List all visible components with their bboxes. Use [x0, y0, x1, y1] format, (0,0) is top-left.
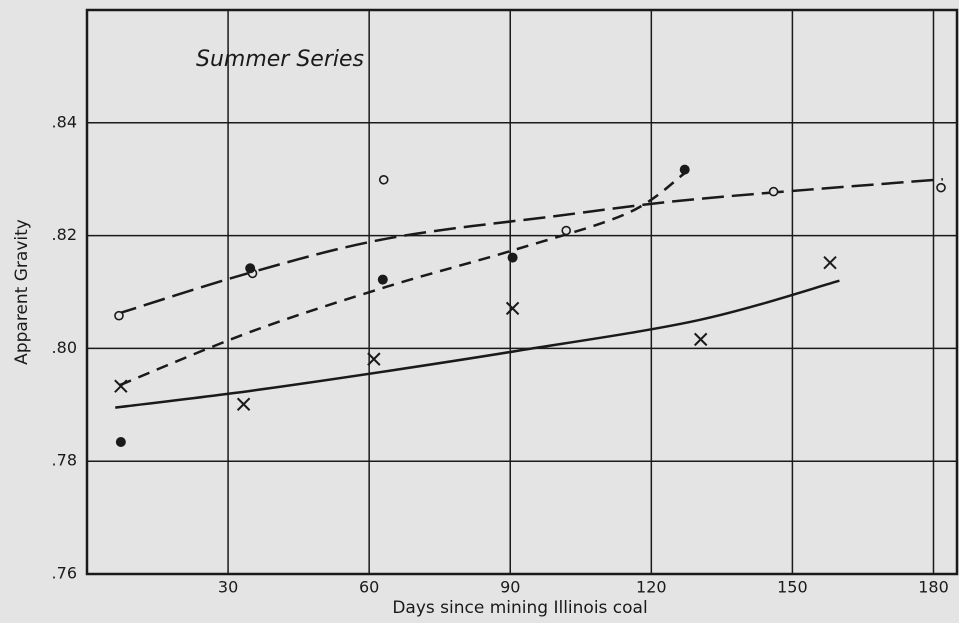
- data-point: [367, 352, 381, 366]
- y-tick-label: .82: [52, 225, 77, 244]
- x-axis-label: Days since mining Illinois coal: [392, 598, 647, 618]
- x-tick-label: 30: [218, 578, 238, 597]
- data-point: [377, 274, 388, 285]
- y-tick-label: .78: [52, 451, 77, 470]
- plot-frame: [85, 8, 959, 576]
- x-tick-label: 180: [918, 578, 949, 597]
- data-point: [505, 301, 520, 316]
- chart-title: Summer Series: [196, 47, 364, 72]
- data-point: [693, 332, 708, 347]
- data-point: [768, 186, 779, 197]
- data-point: [114, 310, 124, 321]
- data-point: [115, 437, 126, 448]
- y-tick-label: .76: [52, 564, 77, 583]
- data-point: [936, 182, 946, 193]
- x-tick-label: 120: [636, 578, 667, 597]
- data-point: [245, 263, 256, 274]
- data-point: [561, 225, 572, 236]
- x-tick-label: 150: [777, 578, 808, 597]
- x-tick-label: 60: [359, 578, 379, 597]
- data-point: [823, 255, 837, 270]
- y-axis-label: Apparent Gravity: [12, 219, 32, 365]
- fit-curve: [115, 279, 840, 409]
- data-point: [679, 164, 690, 175]
- y-tick-label: .80: [52, 338, 77, 357]
- data-point: [507, 252, 518, 263]
- data-point: [114, 379, 128, 393]
- fit-curve: [114, 177, 943, 316]
- y-tick-label: .84: [52, 112, 77, 131]
- x-tick-label: 90: [500, 578, 520, 597]
- fit-curve: [119, 172, 685, 387]
- data-point: [236, 397, 251, 411]
- data-point: [378, 174, 389, 185]
